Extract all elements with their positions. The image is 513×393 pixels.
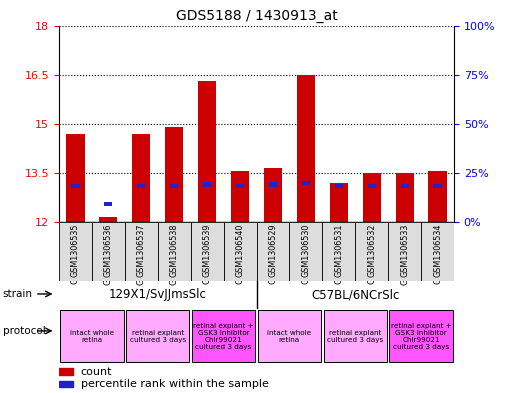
Bar xyxy=(224,222,256,281)
Text: GSM1306531: GSM1306531 xyxy=(334,224,343,277)
Bar xyxy=(256,222,289,281)
Text: GSM1306539: GSM1306539 xyxy=(203,224,212,277)
Bar xyxy=(389,310,452,362)
Bar xyxy=(330,183,348,222)
Bar xyxy=(363,173,381,222)
Text: retinal explant +
GSK3 inhibitor
Chir99021
cultured 3 days: retinal explant + GSK3 inhibitor Chir990… xyxy=(193,323,254,349)
Text: retinal explant
cultured 3 days: retinal explant cultured 3 days xyxy=(130,329,186,343)
Bar xyxy=(92,222,125,281)
Bar xyxy=(289,222,322,281)
Bar xyxy=(59,222,92,281)
Bar xyxy=(388,222,421,281)
Bar xyxy=(324,310,387,362)
Text: GSM1306534: GSM1306534 xyxy=(433,224,442,277)
Text: GSM1306538: GSM1306538 xyxy=(170,224,179,277)
Bar xyxy=(165,127,183,222)
Text: GSM1306529: GSM1306529 xyxy=(268,224,278,277)
Bar xyxy=(334,184,343,188)
Bar xyxy=(302,181,310,185)
Bar xyxy=(258,310,321,362)
Text: intact whole
retina: intact whole retina xyxy=(70,329,114,343)
Bar xyxy=(421,222,454,281)
Title: GDS5188 / 1430913_at: GDS5188 / 1430913_at xyxy=(175,9,338,23)
Bar xyxy=(401,184,409,188)
Text: protocol: protocol xyxy=(3,326,45,336)
Bar xyxy=(264,168,282,222)
Bar xyxy=(231,171,249,222)
Bar xyxy=(170,184,179,188)
Bar xyxy=(104,202,112,206)
Text: GSM1306533: GSM1306533 xyxy=(400,224,409,277)
Bar xyxy=(396,173,413,222)
Bar xyxy=(158,222,191,281)
Bar xyxy=(355,222,388,281)
Text: strain: strain xyxy=(3,289,32,299)
Bar xyxy=(269,182,277,187)
Bar xyxy=(71,184,80,188)
Bar xyxy=(433,184,442,188)
Text: retinal explant
cultured 3 days: retinal explant cultured 3 days xyxy=(327,329,383,343)
Bar xyxy=(137,184,145,188)
Bar xyxy=(192,310,255,362)
Text: GSM1306536: GSM1306536 xyxy=(104,224,113,277)
Bar xyxy=(126,310,189,362)
Bar xyxy=(297,75,315,222)
Bar xyxy=(59,381,73,387)
Text: GSM1306530: GSM1306530 xyxy=(301,224,310,277)
Bar xyxy=(236,184,244,188)
Bar xyxy=(61,310,124,362)
Bar xyxy=(203,182,211,187)
Text: percentile rank within the sample: percentile rank within the sample xyxy=(81,379,269,389)
Bar xyxy=(198,81,216,222)
Bar xyxy=(59,368,73,375)
Text: 129X1/SvJJmsSlc: 129X1/SvJJmsSlc xyxy=(109,288,207,301)
Bar xyxy=(428,171,447,222)
Text: retinal explant +
GSK3 inhibitor
Chir99021
cultured 3 days: retinal explant + GSK3 inhibitor Chir990… xyxy=(391,323,451,349)
Bar xyxy=(191,222,224,281)
Text: count: count xyxy=(81,367,112,376)
Text: GSM1306537: GSM1306537 xyxy=(137,224,146,277)
Bar xyxy=(66,134,85,222)
Text: C57BL/6NCrSlc: C57BL/6NCrSlc xyxy=(311,288,400,301)
Text: GSM1306540: GSM1306540 xyxy=(235,224,245,277)
Bar xyxy=(125,222,158,281)
Bar xyxy=(132,134,150,222)
Text: intact whole
retina: intact whole retina xyxy=(267,329,311,343)
Bar xyxy=(322,222,355,281)
Bar xyxy=(368,184,376,188)
Text: GSM1306532: GSM1306532 xyxy=(367,224,376,277)
Text: GSM1306535: GSM1306535 xyxy=(71,224,80,277)
Bar xyxy=(100,217,117,222)
